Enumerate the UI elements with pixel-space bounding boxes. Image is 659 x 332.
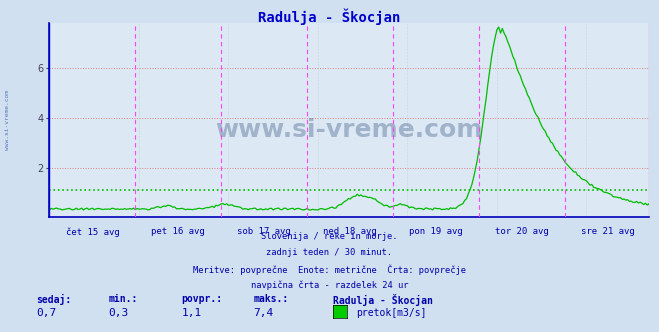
Text: pon 19 avg: pon 19 avg [409,227,463,236]
Text: www.si-vreme.com: www.si-vreme.com [215,118,483,142]
Text: 7,4: 7,4 [254,308,274,318]
Text: ned 18 avg: ned 18 avg [324,227,377,236]
Text: navpična črta - razdelek 24 ur: navpična črta - razdelek 24 ur [251,280,408,290]
Text: sedaj:: sedaj: [36,294,71,305]
Text: www.si-vreme.com: www.si-vreme.com [5,90,11,150]
Text: sob 17 avg: sob 17 avg [237,227,291,236]
Text: Radulja - Škocjan: Radulja - Škocjan [258,8,401,25]
Text: pet 16 avg: pet 16 avg [152,227,205,236]
Text: pretok[m3/s]: pretok[m3/s] [356,308,426,318]
Text: 1,1: 1,1 [181,308,202,318]
Text: tor 20 avg: tor 20 avg [495,227,549,236]
Text: povpr.:: povpr.: [181,294,222,304]
Text: min.:: min.: [109,294,138,304]
Text: čet 15 avg: čet 15 avg [65,227,119,237]
Text: sre 21 avg: sre 21 avg [581,227,635,236]
Text: Radulja - Škocjan: Radulja - Škocjan [333,294,433,306]
Text: 0,7: 0,7 [36,308,57,318]
Text: zadnji teden / 30 minut.: zadnji teden / 30 minut. [266,248,393,257]
Text: Slovenija / reke in morje.: Slovenija / reke in morje. [261,232,398,241]
Text: 0,3: 0,3 [109,308,129,318]
Text: maks.:: maks.: [254,294,289,304]
Text: Meritve: povprečne  Enote: metrične  Črta: povprečje: Meritve: povprečne Enote: metrične Črta:… [193,264,466,275]
